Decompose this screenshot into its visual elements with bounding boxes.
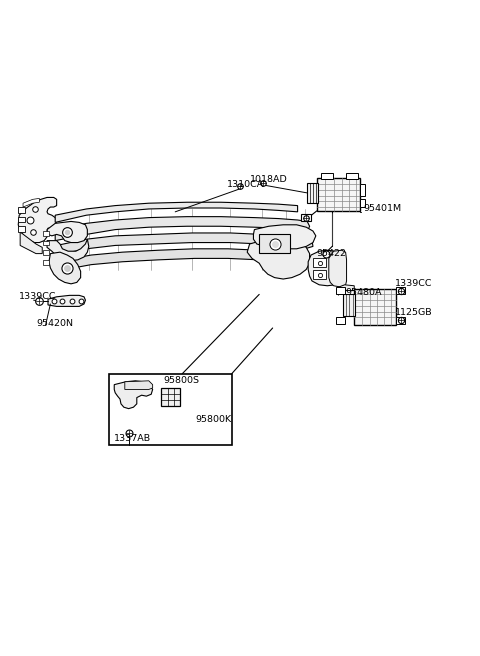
- Polygon shape: [114, 380, 153, 409]
- Bar: [43, 260, 49, 264]
- Bar: [43, 231, 49, 236]
- Polygon shape: [338, 285, 354, 295]
- Polygon shape: [49, 252, 81, 284]
- Bar: [396, 317, 405, 324]
- Polygon shape: [125, 380, 153, 390]
- Polygon shape: [20, 232, 42, 254]
- Bar: [321, 173, 333, 179]
- Polygon shape: [247, 237, 310, 279]
- Bar: [343, 295, 355, 316]
- Bar: [18, 226, 25, 232]
- Text: 95401M: 95401M: [364, 204, 402, 213]
- Bar: [336, 317, 345, 324]
- Bar: [317, 178, 360, 211]
- Polygon shape: [23, 198, 39, 207]
- Bar: [336, 287, 345, 295]
- Polygon shape: [55, 216, 310, 241]
- Text: 1125GB: 1125GB: [395, 308, 432, 317]
- Bar: [360, 199, 365, 207]
- Text: 95420N: 95420N: [36, 319, 73, 328]
- Polygon shape: [47, 239, 89, 261]
- Bar: [259, 234, 290, 253]
- Polygon shape: [60, 249, 312, 270]
- Bar: [354, 289, 396, 325]
- Polygon shape: [48, 295, 85, 306]
- Bar: [161, 388, 180, 406]
- Polygon shape: [308, 250, 346, 286]
- Text: 1339CC: 1339CC: [19, 293, 57, 301]
- Text: 95800K: 95800K: [195, 415, 232, 424]
- Polygon shape: [55, 202, 298, 222]
- Bar: [396, 287, 405, 295]
- Bar: [43, 241, 49, 245]
- Polygon shape: [329, 250, 347, 287]
- Text: 95422: 95422: [317, 249, 347, 258]
- Text: 1337AB: 1337AB: [114, 434, 151, 443]
- Bar: [307, 183, 318, 203]
- Polygon shape: [57, 233, 313, 255]
- Bar: [18, 216, 25, 222]
- Text: 95480A: 95480A: [346, 289, 382, 297]
- Text: 1339CC: 1339CC: [395, 279, 432, 288]
- Bar: [313, 258, 326, 267]
- Bar: [346, 173, 358, 179]
- Bar: [360, 184, 365, 196]
- Text: 1018AD: 1018AD: [250, 175, 288, 184]
- Text: 1310CA: 1310CA: [227, 180, 264, 190]
- Text: 95800S: 95800S: [163, 376, 199, 385]
- Bar: [301, 214, 311, 221]
- Polygon shape: [253, 225, 316, 249]
- Bar: [18, 207, 25, 213]
- Polygon shape: [47, 222, 87, 243]
- Polygon shape: [18, 197, 57, 243]
- Bar: [313, 270, 326, 279]
- Bar: [43, 250, 49, 255]
- Bar: [109, 374, 232, 445]
